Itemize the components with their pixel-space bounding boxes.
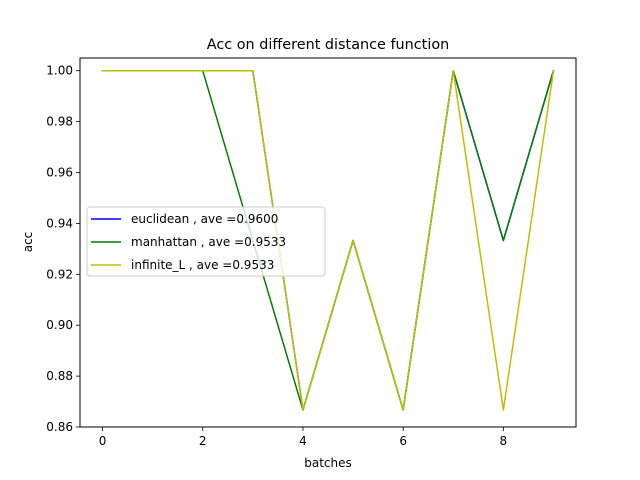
- legend-label-2: manhattan , ave =0.9533: [131, 235, 286, 249]
- y-tick-label: 0.94: [46, 216, 73, 230]
- plot-area: [79, 57, 577, 428]
- axes-frame: [79, 57, 577, 428]
- x-tick-label: 2: [199, 434, 207, 448]
- y-tick-label: 0.90: [46, 318, 73, 332]
- y-tick-label: 0.98: [46, 115, 73, 129]
- legend: euclidean , ave =0.9600 manhattan , ave =…: [86, 206, 326, 277]
- y-axis-label: acc: [21, 232, 35, 253]
- y-tick-label: 0.92: [46, 267, 73, 281]
- legend-entries: euclidean , ave =0.9600 manhattan , ave =…: [91, 212, 286, 272]
- x-tick-label: 4: [299, 434, 307, 448]
- x-axis-ticks: 0 2 4 6 8: [99, 427, 507, 448]
- x-axis-label: batches: [304, 456, 352, 470]
- x-tick-label: 8: [500, 434, 508, 448]
- x-tick-label: 6: [399, 434, 407, 448]
- legend-label-3: infinite_L , ave =0.9533: [131, 258, 274, 272]
- y-axis-ticks: 0.86 0.88 0.90 0.92 0.94 0.96 0.98 1.00: [46, 64, 80, 434]
- legend-label-1: euclidean , ave =0.9600: [131, 212, 278, 226]
- x-tick-label: 0: [99, 434, 107, 448]
- chart-title: Acc on different distance function: [207, 37, 450, 53]
- series-line-3: [101, 69, 555, 411]
- legend-frame: [86, 206, 326, 277]
- y-tick-label: 0.88: [46, 369, 73, 383]
- y-tick-label: 1.00: [46, 64, 73, 78]
- y-tick-label: 0.86: [46, 420, 73, 434]
- series-layer: [101, 69, 555, 411]
- y-tick-label: 0.96: [46, 166, 73, 180]
